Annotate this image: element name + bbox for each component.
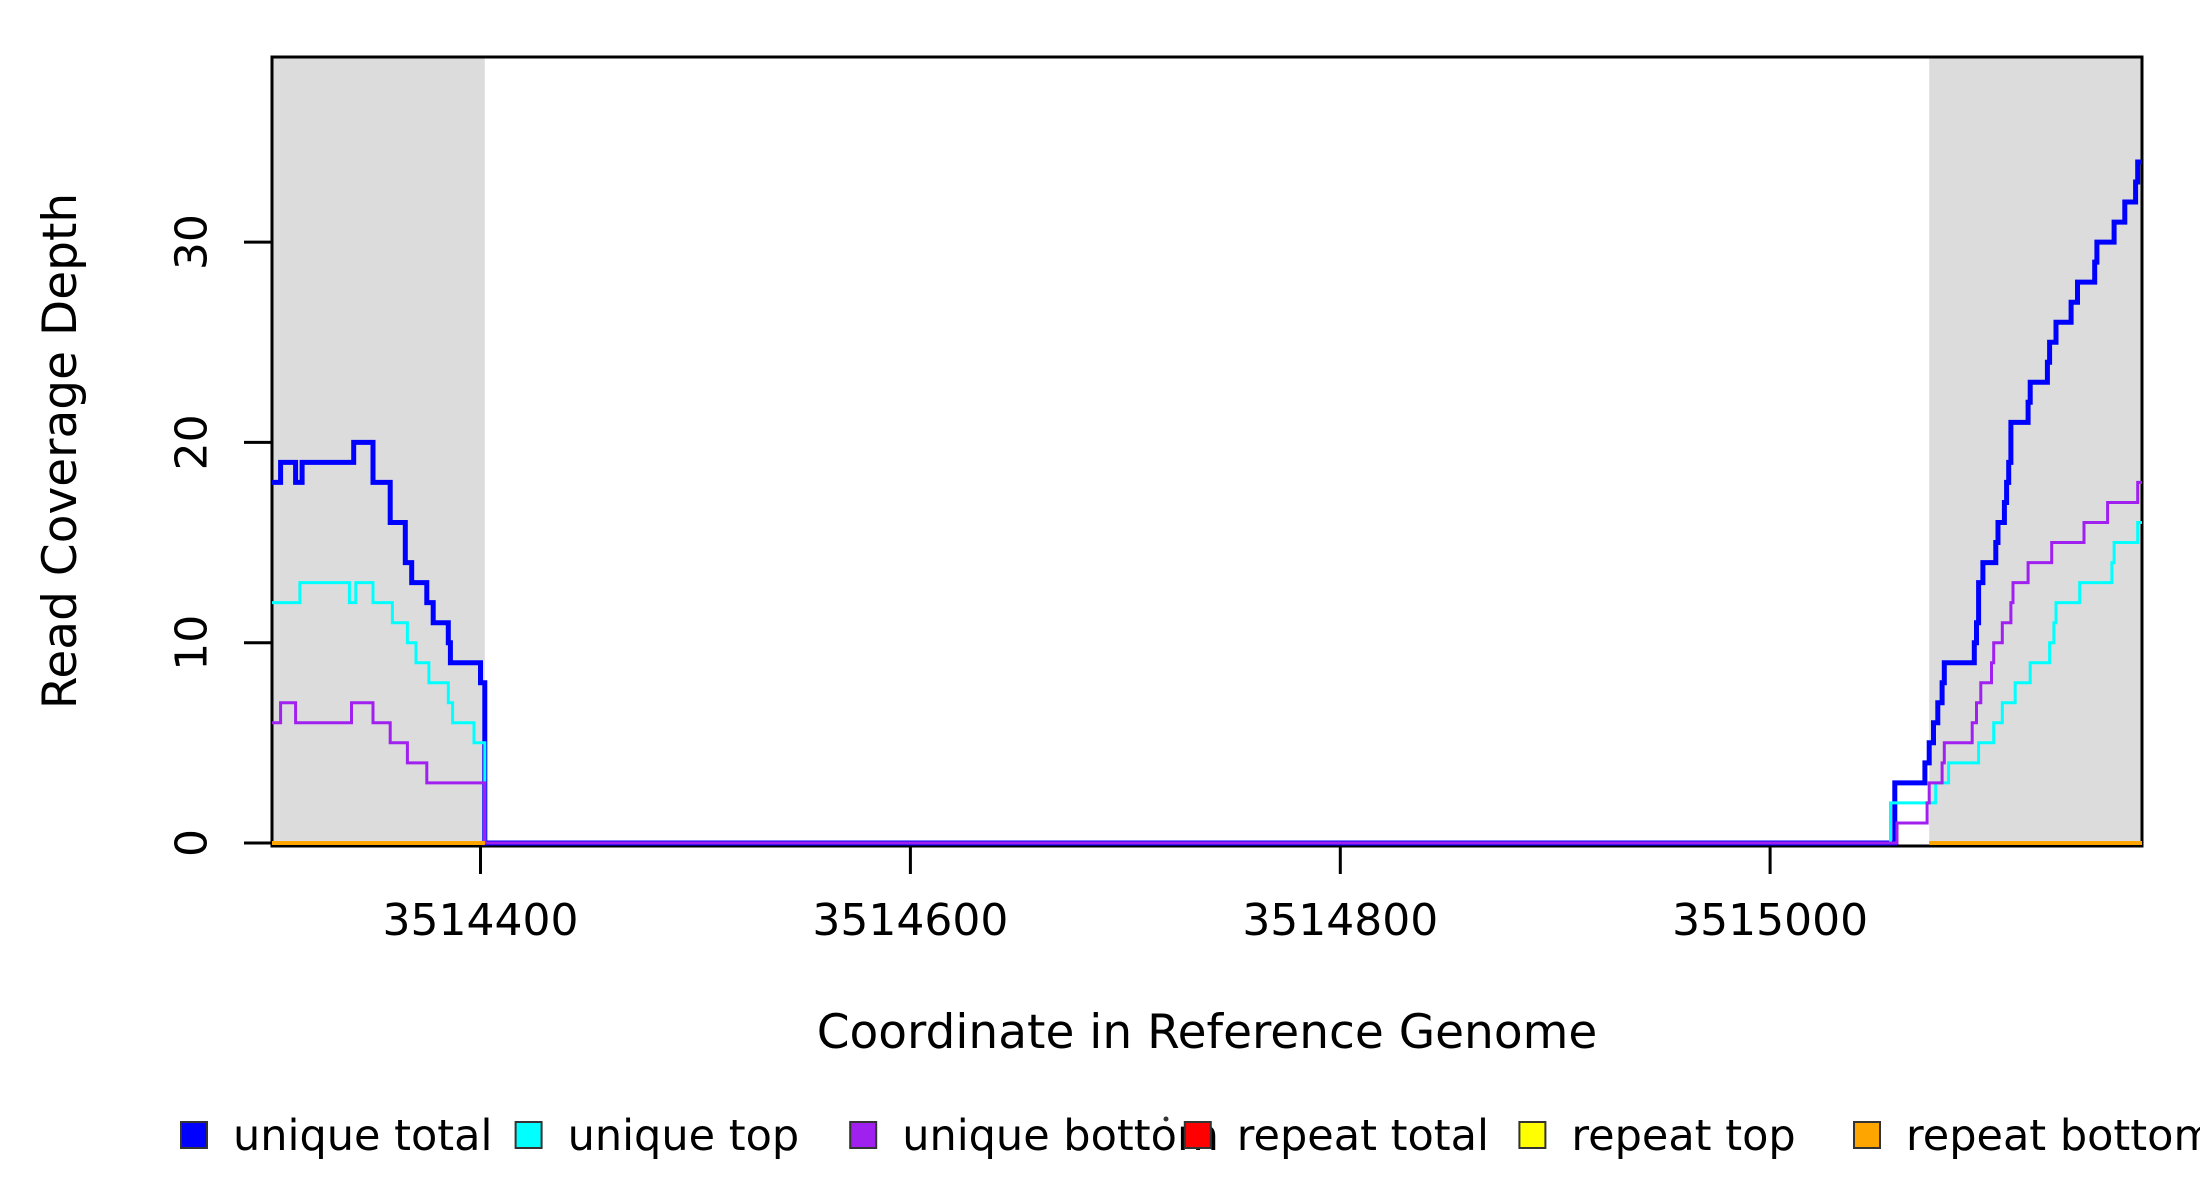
plot-frame-group (270, 55, 2144, 848)
legend-swatch-repeat-total (1183, 1121, 1212, 1149)
y-tick-label: 10 (167, 615, 218, 671)
legend-label-unique-bottom: unique bottom (902, 1111, 1219, 1161)
legend-label-unique-top: unique top (568, 1111, 800, 1161)
repeat-region-shading-group (272, 57, 2142, 846)
repeat-region-right (1929, 57, 2142, 846)
stray-dot (1163, 1116, 1169, 1122)
series-unique-bottom (272, 480, 2142, 845)
legend-swatch-unique-bottom (849, 1121, 878, 1149)
legend-swatch-unique-total (180, 1121, 208, 1149)
y-tick-label: 30 (167, 214, 218, 270)
x-tick-label: 3515000 (1672, 895, 1868, 946)
legend-swatch-unique-top (514, 1121, 543, 1149)
axis-ticks-group: 0 10 20 30 3514400 3514600 3514800 3515000 (167, 214, 1869, 946)
legend-swatch-repeat-top (1518, 1121, 1547, 1149)
legend-label-repeat-top: repeat top (1571, 1111, 1795, 1161)
x-tick-label: 3514400 (383, 895, 579, 946)
legend-label-repeat-total: repeat total (1237, 1111, 1489, 1161)
x-tick-label: 3514600 (812, 895, 1008, 946)
legend-swatch-repeat-bottom (1853, 1121, 1881, 1149)
x-tick-label: 3514800 (1242, 895, 1438, 946)
legend-group: unique total unique top unique bottom repea… (180, 1111, 2200, 1161)
legend-label-unique-total: unique total (233, 1111, 492, 1161)
y-axis-title: Read Coverage Depth (33, 193, 88, 709)
x-axis-title: Coordinate in Reference Genome (817, 1005, 1598, 1060)
y-tick-label: 20 (167, 414, 218, 470)
legend-label-repeat-bottom: repeat bottom (1906, 1111, 2200, 1161)
repeat-region-left (272, 57, 485, 846)
plot-frame (270, 55, 2144, 848)
series-group (272, 159, 2142, 846)
series-unique-total (272, 159, 2142, 846)
y-tick-label: 0 (167, 829, 218, 857)
series-unique-top (272, 521, 2142, 845)
